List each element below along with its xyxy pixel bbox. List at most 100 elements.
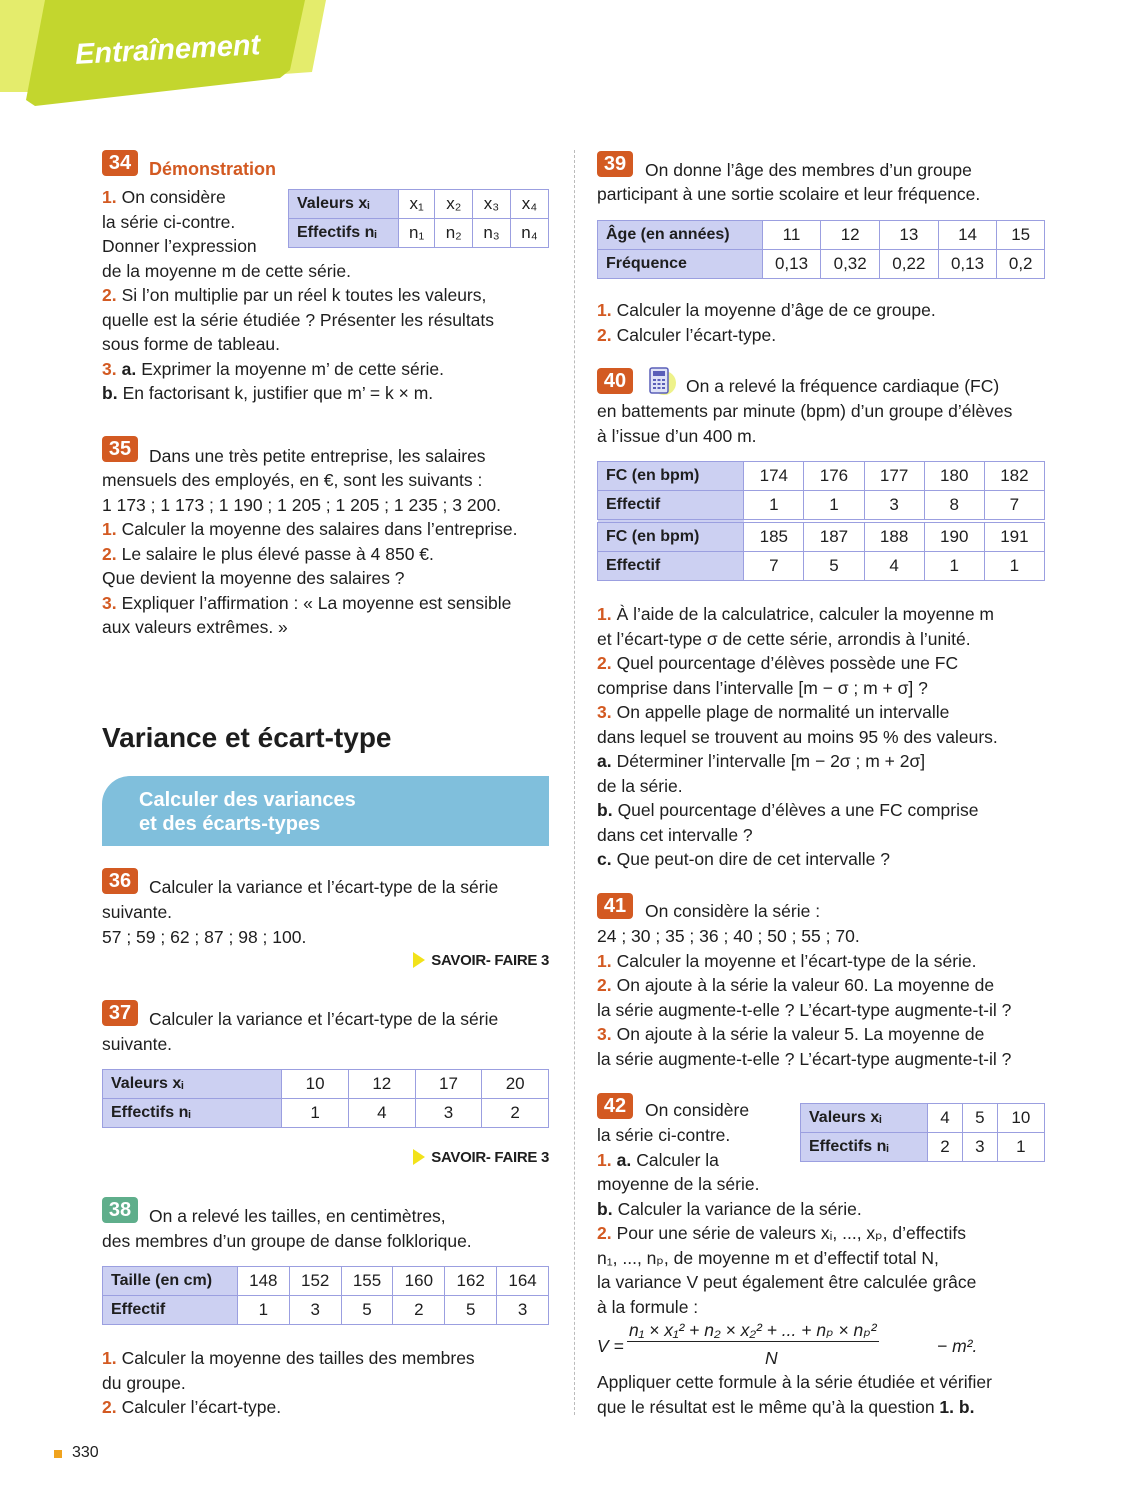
row-header: FC (en bpm): [596, 461, 745, 491]
subquestion-letter: a.: [597, 751, 612, 771]
exercise-34-table: Valeurs xᵢ x₁ x₂ x₃ x₄ Effectifs nᵢ n₁ n₂ n₃ n₄: [288, 189, 550, 248]
exercise-34-text: 1. On considère la série ci-contre. Donner …: [102, 185, 494, 406]
question-number: 2.: [597, 324, 612, 345]
text-line: et l’écart-type σ de cette série, arrond…: [597, 628, 971, 649]
question-text: Calculer la variance de la série.: [617, 1198, 862, 1219]
triangle-icon: [413, 952, 426, 968]
question-text: On ajoute à la série la valeur 5. La moy…: [616, 1024, 985, 1044]
calculator-icon: [649, 367, 676, 395]
question-number: 1.: [102, 1348, 117, 1368]
table-cell: 3: [863, 490, 925, 522]
table-cell: 0,13: [761, 249, 822, 279]
table-cell: 3: [288, 1295, 342, 1325]
table-cell: 164: [496, 1266, 549, 1296]
question-text: Exprimer la moyenne m’ de cette série.: [141, 358, 445, 379]
row-header: Valeurs xᵢ: [799, 1103, 929, 1133]
table-cell: 0,13: [937, 249, 998, 279]
exercise-intro: On donne l’âge des membres d’un groupe: [645, 160, 972, 180]
question-text: Calculer la: [636, 1149, 719, 1170]
text-line: b. Calculer la variance de la série.: [597, 1197, 976, 1222]
table-row: Valeurs xᵢ x₁ x₂ x₃ x₄: [288, 189, 550, 219]
table-cell: 17: [414, 1069, 483, 1099]
table-cell: 174: [743, 461, 805, 491]
exercise-39-table: Âge (en années) 11 12 13 14 15 Fréquence 0,13 0,…: [597, 220, 1045, 279]
exercise-number: 40: [597, 368, 633, 394]
question-number: 3.: [102, 592, 117, 613]
table-cell: 8: [923, 490, 985, 522]
exercise-38-questions: 1. Calculer la moyenne des tailles des me…: [102, 1346, 475, 1420]
table-row: Taille (en cm) 148 152 155 160 162 164: [102, 1266, 549, 1296]
question-reference: 1. b.: [939, 1396, 975, 1417]
exercise-intro: Calculer la variance et l’écart-type de …: [149, 1009, 499, 1029]
question-number: 1.: [597, 300, 612, 320]
text-line: 1. Calculer la moyenne et l’écart-type de…: [597, 949, 1011, 974]
question-number: 2.: [597, 975, 612, 995]
table-cell: x₄: [509, 189, 550, 219]
table-cell: n₄: [509, 218, 550, 248]
table-row: Effectif 1 1 3 8 7: [596, 490, 1046, 522]
question-text: Quel pourcentage d’élèves a une FC compr…: [617, 800, 979, 820]
table-cell: x₁: [397, 189, 436, 219]
table-cell: n₁: [397, 218, 436, 248]
exercise-42-text: la série ci-contre. 1. a. Calculer la moyenn…: [597, 1123, 976, 1319]
row-header: Fréquence: [597, 249, 763, 279]
question-number: 1.: [102, 187, 117, 207]
table-cell: 15: [996, 220, 1045, 250]
header-banner: [0, 0, 326, 106]
table-cell: 188: [863, 519, 925, 552]
text-line: 2. Si l’on multiplie par un réel k toutes…: [102, 283, 494, 308]
text-line: 1. Calculer la moyenne des salaires dans …: [102, 517, 518, 542]
question-text: Calculer l’écart-type.: [616, 324, 777, 345]
text-line: la série augmente-t-elle ? L’écart-type …: [597, 999, 1012, 1020]
text-line: Que devient la moyenne des salaires ?: [102, 568, 405, 588]
text-line: des membres d’un groupe de danse folklor…: [102, 1231, 472, 1251]
question-number: 2.: [102, 1397, 117, 1417]
savoir-faire-link[interactable]: SAVOIR- FAIRE 3: [413, 952, 549, 969]
question-text: Calculer la moyenne d’âge de ce groupe.: [616, 300, 936, 320]
table-cell: 2: [392, 1295, 446, 1325]
question-text: Le salaire le plus élevé passe à 4 850 €…: [121, 543, 434, 564]
text-line: 1. À l’aide de la calculatrice, calculer …: [597, 602, 998, 627]
table-cell: 177: [863, 461, 925, 491]
table-cell: 1: [923, 551, 985, 581]
text-line: aux valeurs extrêmes. »: [102, 617, 288, 637]
exercise-intro: Calculer la variance et l’écart-type de …: [149, 877, 499, 897]
page-number: 330: [72, 1444, 99, 1461]
text-line: en battements par minute (bpm) d’un grou…: [597, 401, 1013, 421]
question-number: 1.: [597, 604, 612, 624]
text-line: 1 173 ; 1 173 ; 1 190 ; 1 205 ; 1 205 ; …: [102, 494, 501, 515]
savoir-faire-label: SAVOIR- FAIRE 3: [431, 1149, 549, 1166]
table-cell: 3: [496, 1295, 549, 1325]
exercise-35-text: mensuels des employés, en €, sont les su…: [102, 468, 518, 640]
table-cell: 1: [236, 1295, 290, 1325]
exercise-41-text: 24 ; 30 ; 35 ; 36 ; 40 ; 50 ; 55 ; 70. 1.…: [597, 924, 1011, 1071]
table-cell: 2: [927, 1132, 963, 1162]
exercise-36-text: suivante. 57 ; 59 ; 62 ; 87 ; 98 ; 100.: [102, 900, 306, 949]
question-number: 2.: [102, 543, 117, 564]
text-line: la variance V peut également être calcul…: [597, 1272, 977, 1292]
text-line: suivante.: [102, 902, 173, 922]
row-header: FC (en bpm): [596, 519, 745, 552]
table-cell: 187: [803, 519, 865, 552]
table-cell: 4: [347, 1098, 416, 1128]
subquestion-letter: b.: [597, 1198, 613, 1219]
text-line: c. Que peut-on dire de cet intervalle ?: [597, 847, 998, 872]
table-cell: 162: [444, 1266, 498, 1296]
savoir-faire-link[interactable]: SAVOIR- FAIRE 3: [413, 1149, 549, 1166]
table-cell: 0,22: [879, 249, 939, 279]
table-cell: 11: [761, 220, 822, 250]
table-cell: 155: [340, 1266, 394, 1296]
text-line: à l’issue d’un 400 m.: [597, 425, 757, 446]
table-cell: 5: [961, 1103, 998, 1133]
exercise-number: 39: [597, 151, 633, 177]
text-line: 3. a. Exprimer la moyenne m’ de cette séri…: [102, 357, 494, 382]
table-row: Âge (en années) 11 12 13 14 15: [597, 220, 1045, 250]
question-number: 3.: [597, 702, 612, 722]
question-text: Si l’on multiplie par un réel k toutes l…: [121, 285, 487, 305]
table-cell: 176: [803, 461, 865, 491]
exercise-intro: Dans une très petite entreprise, les sal…: [149, 446, 486, 466]
exercise-intro: On considère la série :: [645, 901, 821, 921]
exercise-number: 37: [102, 1000, 138, 1026]
table-cell: x₃: [472, 189, 511, 219]
table-row: Valeurs xᵢ 4 5 10: [799, 1103, 1046, 1133]
